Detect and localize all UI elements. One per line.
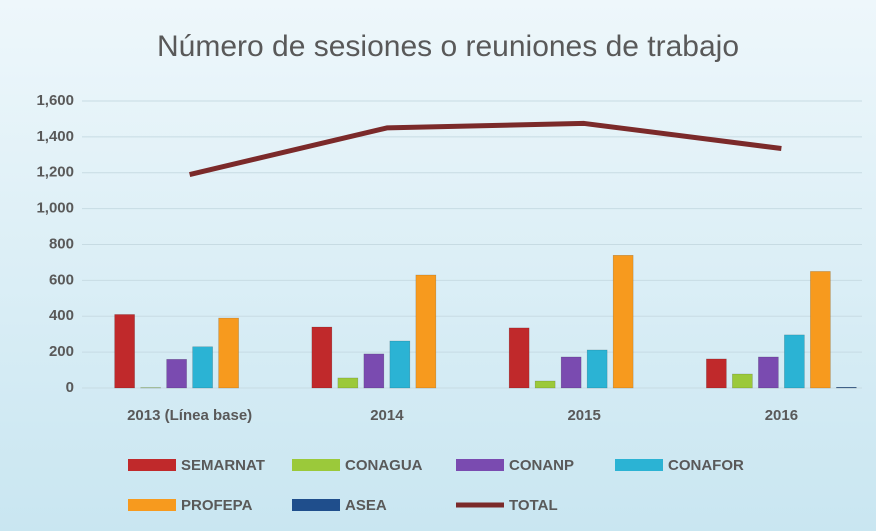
chart-title: Número de sesiones o reuniones de trabaj… (157, 30, 739, 63)
bar (586, 349, 608, 389)
bar (784, 334, 805, 389)
bar (706, 358, 727, 389)
line (189, 120, 782, 177)
bar (732, 373, 753, 389)
y-tick-label: 200 (49, 343, 74, 360)
bar (415, 274, 437, 389)
bar (612, 255, 634, 389)
legend-label: TOTAL (509, 497, 558, 514)
legend-swatch (292, 459, 340, 471)
legend-label: CONANP (509, 457, 574, 474)
legend-label: CONAFOR (668, 457, 744, 474)
y-tick-label: 1,600 (36, 92, 74, 109)
legend-swatch (128, 499, 176, 511)
legend-swatch (128, 459, 176, 471)
bar (534, 380, 556, 389)
bar (337, 377, 359, 389)
legend-label: ASEA (345, 497, 387, 514)
legend-swatch (615, 459, 663, 471)
y-tick-label: 600 (49, 271, 74, 288)
legend-label: CONAGUA (345, 457, 423, 474)
y-tick-label: 400 (49, 307, 74, 324)
x-tick-label: 2015 (567, 407, 600, 424)
bar (810, 271, 831, 389)
bar (389, 340, 411, 389)
bar (758, 356, 779, 389)
bar (363, 353, 385, 389)
legend-swatch (292, 499, 340, 511)
bar (166, 359, 187, 389)
bar (836, 387, 857, 389)
y-tick-label: 1,000 (36, 200, 74, 217)
y-tick-label: 800 (49, 235, 74, 252)
y-tick-label: 1,400 (36, 128, 74, 145)
x-tick-label: 2013 (Línea base) (127, 407, 252, 424)
bar (560, 356, 582, 389)
bar (311, 326, 333, 389)
x-tick-label: 2016 (765, 407, 798, 424)
bar (192, 346, 213, 389)
legend-label: PROFEPA (181, 497, 253, 514)
y-tick-label: 1,200 (36, 164, 74, 181)
bar (218, 317, 239, 389)
legend-swatch (456, 459, 504, 471)
x-tick-label: 2014 (370, 407, 404, 424)
y-tick-label: 0 (66, 379, 74, 396)
bar (508, 327, 530, 389)
legend-label: SEMARNAT (181, 457, 265, 474)
bar (114, 314, 135, 389)
